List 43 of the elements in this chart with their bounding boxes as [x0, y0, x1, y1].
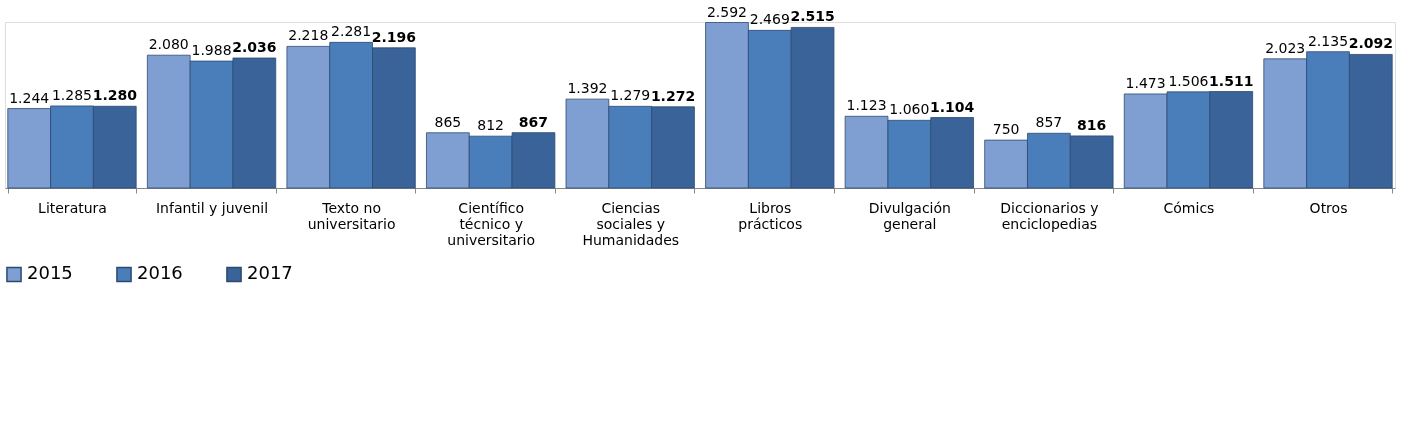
- data-label: 2.515: [790, 8, 835, 25]
- legend-label: 2015: [27, 262, 73, 284]
- data-label: 1.060: [889, 101, 930, 118]
- data-label: 2.036: [232, 39, 277, 56]
- data-label: 857: [1035, 114, 1063, 131]
- x-tick-label: Literatura: [38, 199, 107, 216]
- data-label: 865: [434, 113, 462, 130]
- data-label: 750: [992, 121, 1020, 138]
- x-tick-label: Ciencias sociales y Humanidades: [582, 199, 680, 248]
- data-label: 1.104: [929, 98, 975, 115]
- data-label: 1.392: [567, 80, 608, 97]
- data-label: 2.092: [1348, 35, 1393, 52]
- data-label: 2.196: [371, 28, 417, 45]
- data-label: 812: [477, 117, 505, 134]
- data-label: 2.023: [1265, 39, 1306, 56]
- data-label: 1.244: [9, 89, 50, 106]
- x-tick-label: Infantil y juvenil: [155, 199, 269, 216]
- x-tick-label: Cómics: [1163, 199, 1215, 216]
- x-tick-label: Libros prácticos: [738, 199, 803, 232]
- x-tick-label: Texto no universitario: [307, 199, 396, 232]
- data-label: 1.285: [51, 86, 93, 103]
- legend-label: 2017: [247, 262, 293, 284]
- data-label: 816: [1077, 116, 1107, 133]
- data-label: 1.272: [650, 87, 696, 104]
- legend-label: 2016: [137, 262, 183, 284]
- x-tick-label: Otros: [1309, 199, 1348, 216]
- data-label: 1.988: [191, 42, 232, 59]
- data-label: 2.080: [148, 36, 189, 53]
- data-label: 2.135: [1307, 32, 1349, 49]
- data-label: 2.592: [706, 3, 748, 20]
- x-tick-label: Divulgación general: [868, 199, 951, 232]
- data-label: 1.506: [1168, 72, 1209, 89]
- data-label: 1.123: [846, 97, 887, 114]
- x-tick-label: Diccionarios y enciclopedias: [1000, 199, 1099, 232]
- data-label: 2.281: [331, 23, 372, 40]
- data-label: 1.280: [92, 87, 138, 104]
- data-label: 2.218: [288, 27, 329, 44]
- data-label: 1.473: [1125, 74, 1166, 91]
- x-tick-label: Científico técnico y universitario: [447, 199, 536, 248]
- data-label: 1.511: [1209, 72, 1254, 89]
- data-label: 867: [518, 113, 549, 130]
- data-label: 1.279: [610, 87, 651, 104]
- data-label: 2.469: [749, 11, 790, 28]
